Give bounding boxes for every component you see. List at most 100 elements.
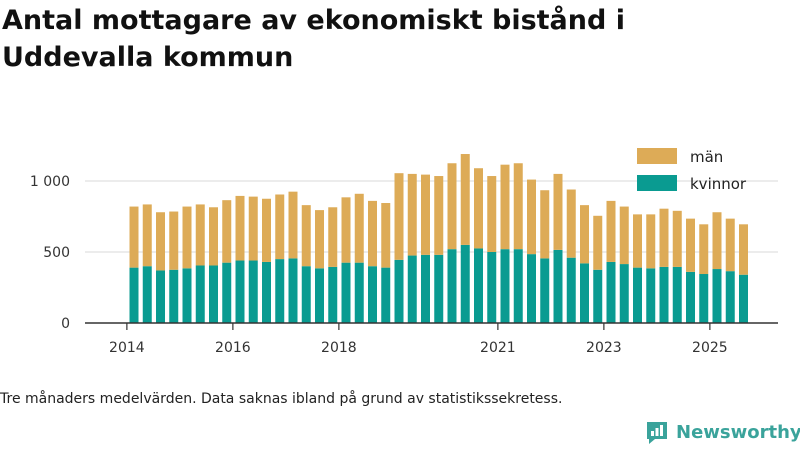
- bar-man: [686, 218, 695, 272]
- legend-label-man: män: [690, 148, 723, 166]
- bar-man: [712, 212, 722, 270]
- bar-man: [659, 208, 669, 267]
- bar-man: [553, 173, 563, 250]
- bar-man: [248, 196, 258, 261]
- bar-man: [460, 154, 470, 245]
- bar-kvinnor: [725, 271, 735, 323]
- bar-kvinnor: [487, 252, 497, 323]
- bar-man: [606, 200, 616, 262]
- bar-kvinnor: [182, 268, 192, 323]
- bar-kvinnor: [593, 269, 603, 323]
- bar-man: [699, 224, 709, 275]
- y-tick-label: 1 000: [30, 174, 70, 190]
- bar-kvinnor: [699, 274, 709, 323]
- newsworthy-logo-text: Newsworthy: [676, 421, 800, 443]
- bar-kvinnor: [407, 255, 417, 323]
- bar-kvinnor: [354, 262, 364, 323]
- bar-kvinnor: [248, 260, 258, 323]
- x-tick-label: 2023: [586, 340, 622, 356]
- bar-kvinnor: [474, 248, 483, 323]
- newsworthy-logo-icon: [647, 422, 667, 444]
- x-tick-label: 2014: [109, 340, 145, 356]
- bar-man: [195, 204, 205, 266]
- bar-man: [474, 168, 483, 249]
- bar-kvinnor: [235, 260, 245, 323]
- bar-man: [262, 198, 271, 262]
- bar-kvinnor: [527, 254, 536, 323]
- bar-man: [593, 215, 603, 270]
- bar-man: [315, 210, 324, 269]
- x-tick-label: 2018: [321, 340, 357, 356]
- bars: [129, 154, 748, 323]
- bar-kvinnor: [672, 266, 682, 323]
- legend-swatch-man: [637, 148, 677, 164]
- bar-man: [672, 210, 682, 267]
- bar-kvinnor: [394, 259, 404, 323]
- bar-kvinnor: [222, 262, 232, 323]
- bar-kvinnor: [195, 265, 205, 323]
- bar-kvinnor: [447, 249, 457, 323]
- bar-man: [275, 194, 285, 260]
- bar-kvinnor: [619, 264, 629, 323]
- bar-man: [301, 205, 311, 267]
- bar-kvinnor: [580, 263, 589, 323]
- bar-man: [434, 176, 444, 255]
- bar-man: [407, 173, 417, 256]
- bar-man: [725, 218, 735, 272]
- bar-man: [619, 206, 629, 265]
- bar-kvinnor: [686, 271, 695, 323]
- bar-kvinnor: [513, 249, 523, 323]
- bar-man: [566, 189, 576, 258]
- bar-man: [394, 173, 404, 260]
- bar-man: [156, 212, 165, 271]
- x-tick-label: 2025: [692, 340, 728, 356]
- x-tick-label: 2016: [215, 340, 251, 356]
- bar-kvinnor: [606, 261, 616, 323]
- bar-kvinnor: [368, 266, 377, 323]
- bar-man: [341, 197, 351, 263]
- y-tick-label: 500: [43, 245, 70, 261]
- bar-kvinnor: [315, 268, 324, 323]
- bar-man: [328, 207, 338, 267]
- bar-man: [646, 214, 656, 269]
- bar-kvinnor: [659, 266, 669, 323]
- footnote: Tre månaders medelvärden. Data saknas ib…: [0, 391, 563, 407]
- bar-kvinnor: [500, 249, 510, 323]
- bar-man: [169, 211, 179, 270]
- bar-kvinnor: [169, 269, 179, 323]
- bar-man: [447, 163, 457, 250]
- bar-kvinnor: [275, 259, 285, 323]
- bar-kvinnor: [646, 268, 656, 323]
- legend-swatch-kvinnor: [637, 175, 677, 191]
- bar-kvinnor: [209, 265, 218, 323]
- bar-man: [222, 200, 232, 263]
- bar-kvinnor: [301, 266, 311, 323]
- bar-man: [129, 206, 139, 268]
- bar-man: [421, 174, 430, 255]
- bar-kvinnor: [341, 262, 351, 323]
- bar-man: [739, 224, 748, 275]
- bar-man: [235, 195, 245, 261]
- bar-kvinnor: [142, 266, 152, 323]
- bar-kvinnor: [633, 267, 642, 323]
- chart-title: Antal mottagare av ekonomiskt bistånd i …: [2, 5, 625, 73]
- bar-kvinnor: [328, 266, 338, 323]
- bar-kvinnor: [566, 257, 576, 323]
- bar-man: [540, 190, 550, 259]
- bar-man: [381, 203, 391, 268]
- bar-man: [580, 205, 589, 264]
- newsworthy-logo[interactable]: Newsworthy: [644, 419, 800, 445]
- bar-man: [368, 200, 377, 267]
- bar-kvinnor: [421, 254, 430, 323]
- bar-man: [354, 193, 364, 263]
- bar-kvinnor: [288, 258, 298, 323]
- bar-kvinnor: [262, 261, 271, 323]
- bar-kvinnor: [156, 270, 165, 323]
- y-axis: 0 500 1 000: [30, 174, 70, 332]
- bar-kvinnor: [460, 244, 470, 323]
- bar-kvinnor: [739, 274, 748, 323]
- x-tick-label: 2021: [480, 340, 516, 356]
- legend: män kvinnor: [637, 148, 747, 193]
- bar-kvinnor: [540, 258, 550, 323]
